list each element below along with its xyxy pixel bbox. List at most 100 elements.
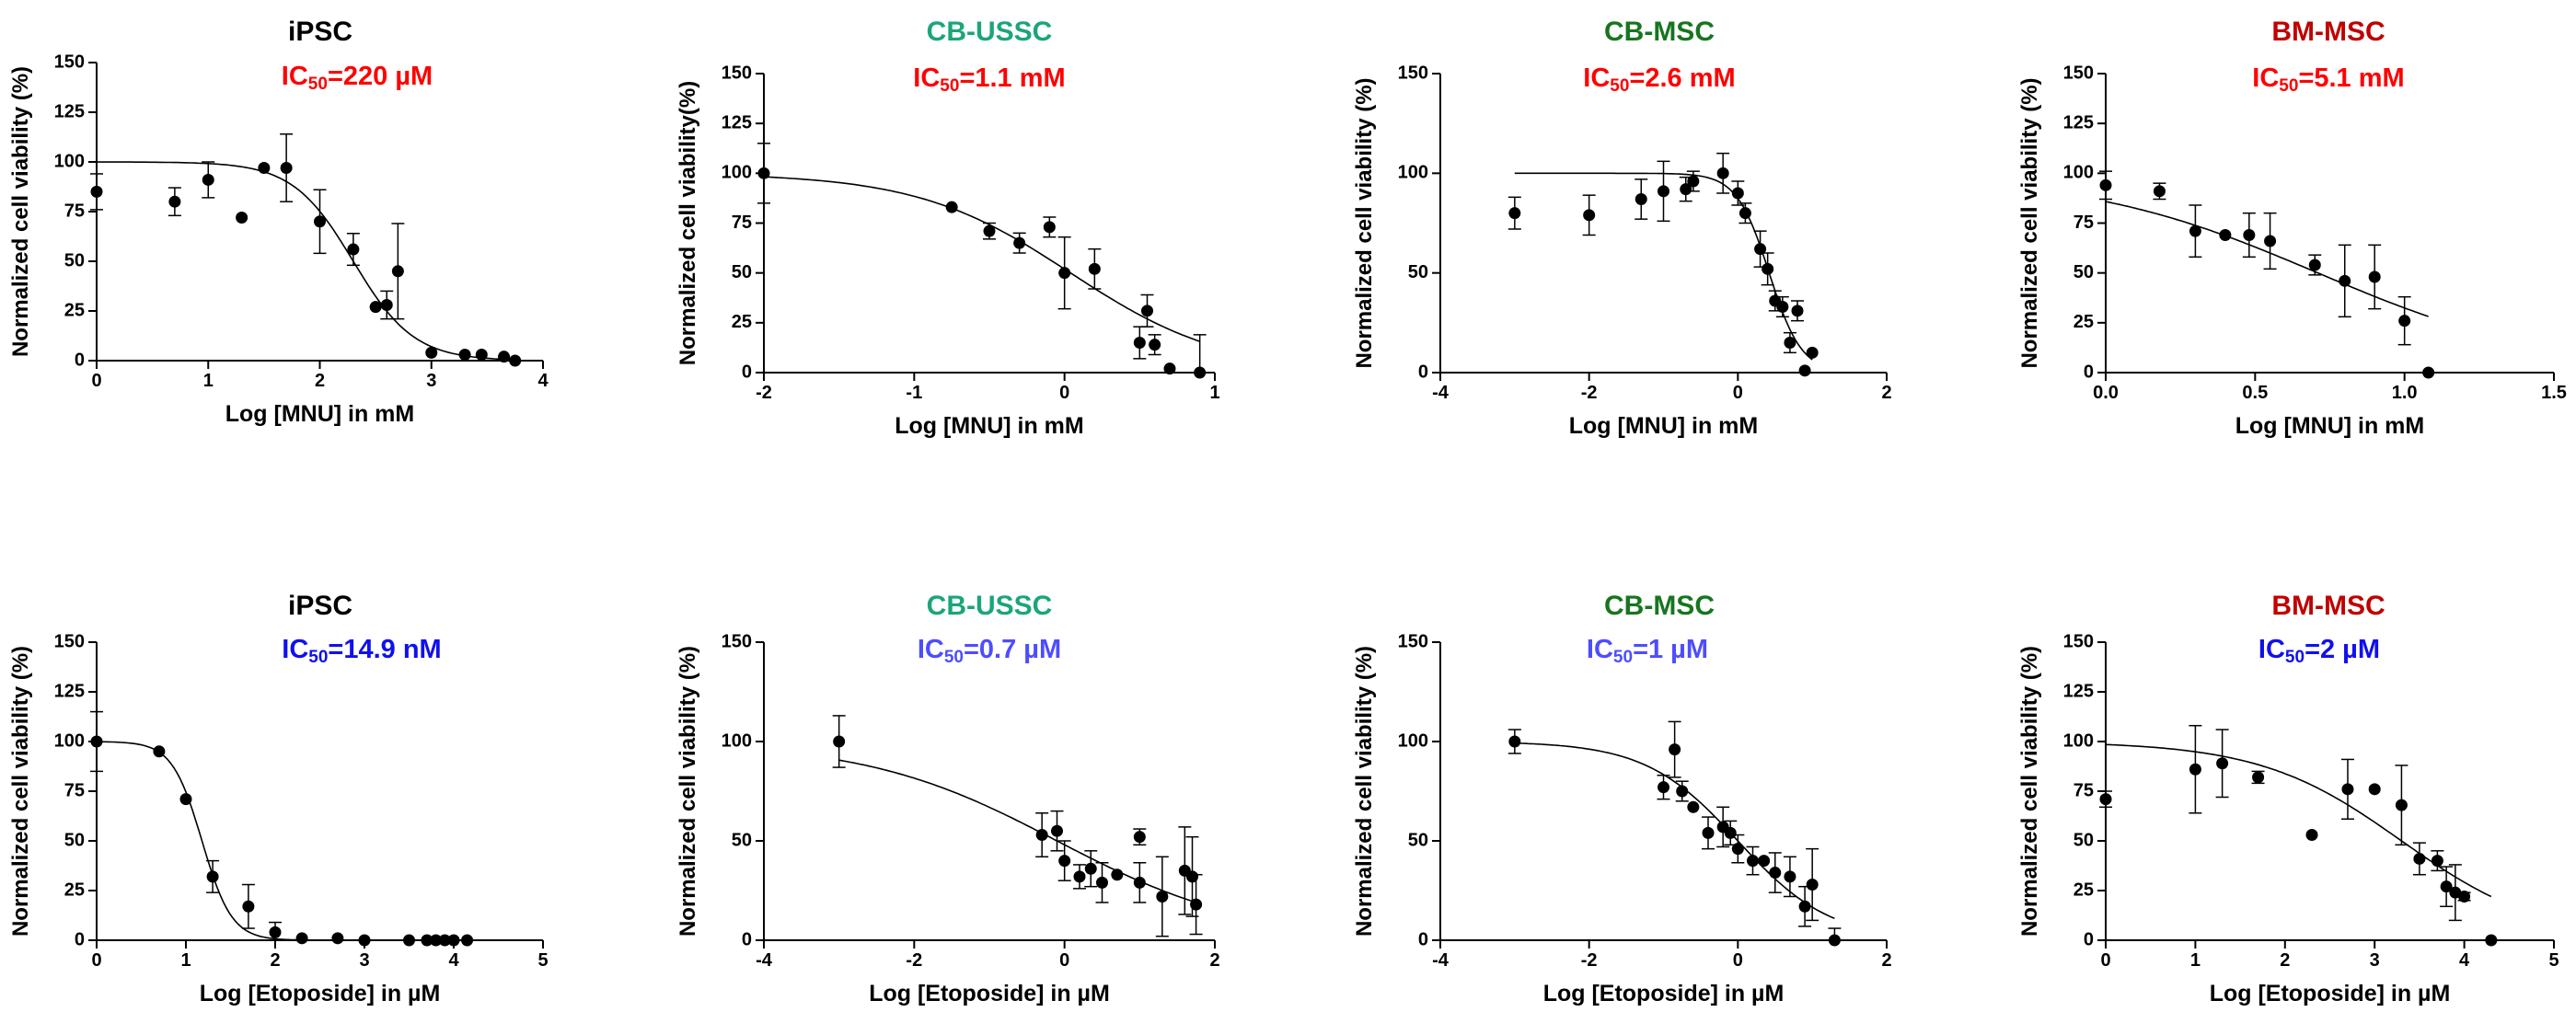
data-point — [2099, 793, 2112, 806]
ic50-subscript: 50 — [2279, 76, 2298, 96]
y-tick-label: 0 — [742, 362, 752, 382]
data-point — [2368, 783, 2381, 796]
data-point — [2341, 783, 2354, 796]
data-point — [1828, 934, 1841, 947]
fit-curve — [763, 176, 1200, 342]
x-axis-label: Log [MNU] in mM — [1569, 413, 1759, 439]
x-tick-label: -2 — [1581, 950, 1598, 971]
data-point — [1583, 209, 1596, 222]
ic50-subscript: 50 — [308, 75, 328, 94]
x-axis-label: Log [Etoposide] in µM — [1543, 981, 1785, 1006]
data-point — [1784, 337, 1796, 349]
data-point — [242, 900, 255, 913]
y-tick-label: 0 — [1418, 929, 1428, 949]
data-point — [2398, 315, 2411, 328]
data-point — [1156, 890, 1169, 903]
ic50-prefix: IC — [282, 62, 308, 91]
data-point — [202, 173, 214, 186]
data-point — [1096, 876, 1108, 889]
fit-curve — [97, 741, 468, 941]
data-point — [1058, 267, 1071, 280]
y-tick-label: 50 — [1408, 830, 1428, 850]
ic50-prefix: IC — [1587, 635, 1613, 664]
y-axis-label: Normalized cell viability (%) — [1352, 646, 1377, 937]
data-point — [1784, 870, 1796, 883]
data-point — [2413, 852, 2426, 865]
y-tick-label: 25 — [2074, 312, 2094, 332]
data-point — [438, 934, 451, 947]
data-point — [430, 934, 443, 947]
x-tick-label: 2 — [2280, 950, 2290, 971]
y-tick-label: 100 — [1398, 730, 1428, 751]
x-tick-label: -1 — [906, 383, 922, 403]
data-point — [369, 301, 382, 314]
data-point — [1669, 743, 1681, 756]
x-tick-label: 0 — [1059, 950, 1069, 971]
y-tick-label: 75 — [2074, 213, 2094, 233]
data-point — [1658, 185, 1669, 198]
data-point — [2189, 763, 2201, 776]
data-point — [1088, 262, 1101, 275]
y-tick-label: 0 — [2084, 929, 2094, 949]
y-axis-label: Normalized cell viability (%) — [2017, 77, 2042, 368]
y-tick-label: 150 — [54, 52, 85, 72]
data-point — [945, 201, 958, 213]
data-point — [2153, 185, 2166, 198]
data-point — [2219, 229, 2232, 241]
data-point — [1635, 193, 1647, 205]
x-tick-label: 2 — [1881, 383, 1891, 403]
ic50-value: =1.1 mM — [959, 63, 1065, 93]
ic50-label: IC50=220 µM — [282, 62, 433, 94]
y-axis-label: Normalized cell viability (%) — [8, 66, 33, 357]
chart-title: CB-MSC — [1604, 17, 1715, 47]
data-point — [280, 161, 293, 174]
data-point — [1084, 862, 1097, 875]
data-point — [2339, 274, 2351, 287]
data-point — [1013, 236, 1026, 249]
y-axis-label: Normalized cell viability (%) — [2017, 646, 2042, 937]
x-tick-label: -2 — [1581, 383, 1598, 403]
data-point — [236, 211, 248, 224]
data-point — [1716, 167, 1729, 179]
data-point — [153, 745, 166, 758]
data-point — [1754, 243, 1767, 256]
data-point — [833, 735, 846, 748]
x-tick-label: 0 — [91, 371, 101, 391]
x-tick-label: 1 — [203, 371, 214, 391]
data-point — [2431, 855, 2443, 868]
y-tick-label: 100 — [722, 163, 752, 183]
y-axis-label: Normalized cell viability (%) — [8, 646, 33, 937]
y-tick-label: 75 — [64, 201, 85, 221]
data-point — [295, 932, 308, 945]
ic50-value: =1 µM — [1633, 635, 1708, 664]
x-tick-label: 0.0 — [2093, 383, 2119, 403]
data-point — [2252, 771, 2265, 784]
y-tick-label: 100 — [54, 151, 85, 171]
ic50-subscript: 50 — [1610, 76, 1629, 96]
ic50-label: IC50=0.7 µM — [918, 635, 1061, 667]
x-tick-label: 0 — [1733, 950, 1743, 971]
data-point — [1190, 898, 1203, 911]
y-tick-label: 75 — [64, 780, 85, 800]
y-tick-label: 100 — [54, 730, 85, 751]
data-point — [509, 354, 522, 367]
fit-curve — [1514, 742, 1835, 920]
ic50-subscript: 50 — [1613, 648, 1633, 667]
y-tick-label: 125 — [54, 681, 85, 701]
ic50-label: IC50=2.6 mM — [1583, 63, 1735, 96]
data-point — [421, 934, 433, 947]
y-tick-label: 0 — [75, 929, 85, 949]
x-tick-label: 0.5 — [2242, 383, 2268, 403]
data-point — [1806, 879, 1819, 891]
x-axis-label: Log [MNU] in mM — [895, 413, 1084, 439]
data-point — [1508, 735, 1521, 748]
ic50-prefix: IC — [2258, 635, 2285, 664]
data-point — [1762, 262, 1774, 275]
data-point — [1731, 187, 1744, 200]
data-point — [1687, 175, 1700, 188]
data-point — [1791, 305, 1804, 317]
ic50-prefix: IC — [913, 63, 940, 93]
ic50-prefix: IC — [2252, 63, 2279, 93]
data-point — [358, 934, 371, 947]
